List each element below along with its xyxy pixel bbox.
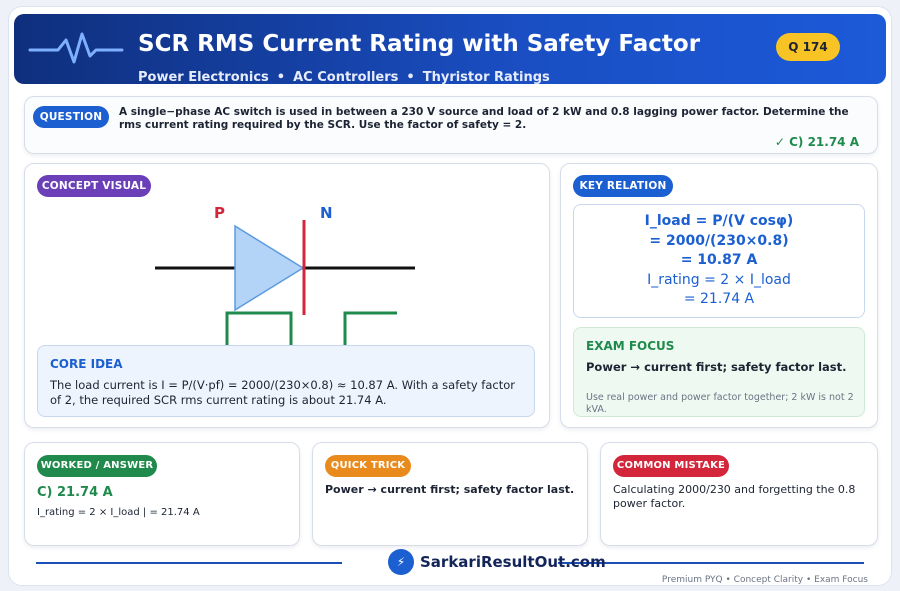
- breadcrumb-separator: •: [406, 70, 415, 85]
- breadcrumb-separator: •: [276, 70, 286, 85]
- lightning-icon: ⚡: [388, 549, 414, 575]
- quick-trick-text: Power → current first; safety factor las…: [325, 483, 575, 496]
- waveform-trace: [225, 311, 293, 348]
- common-mistake-badge: COMMON MISTAKE: [613, 455, 729, 477]
- quick-trick-card: QUICK TRICK Power → current first; safet…: [312, 442, 588, 546]
- key-relation-card: KEY RELATION I_load = P/(V cosφ) = 2000/…: [560, 163, 878, 428]
- core-idea-title: CORE IDEA: [50, 357, 123, 371]
- diode-triangle: [234, 224, 305, 312]
- question-label-badge: QUESTION: [33, 106, 109, 128]
- breadcrumb-item: Power Electronics: [138, 70, 269, 85]
- correct-answer: ✓ C) 21.74 A: [774, 135, 859, 149]
- formula-line: = 10.87 A: [680, 252, 758, 268]
- exam-focus-title: EXAM FOCUS: [586, 339, 675, 353]
- core-idea-panel: CORE IDEA The load current is I = P/(V·p…: [37, 345, 535, 417]
- waveform-trace: [343, 311, 397, 348]
- scr-diagram: P N: [155, 204, 415, 348]
- exam-focus-panel: EXAM FOCUS Power → current first; safety…: [573, 327, 865, 417]
- concept-visual-card: CONCEPT VISUAL P N CORE IDEA The load cu…: [24, 163, 550, 428]
- anode-label: P: [214, 204, 225, 222]
- formula-line: = 2000/(230×0.8): [649, 232, 789, 249]
- worked-answer-badge: WORKED / ANSWER: [37, 455, 157, 477]
- formula-line: I_rating = 2 × I_load: [647, 271, 791, 288]
- formula-box: I_load = P/(V cosφ) = 2000/(230×0.8) = 1…: [573, 204, 865, 318]
- cathode-label: N: [320, 204, 333, 222]
- core-idea-text: The load current is I = P/(V·pf) = 2000/…: [50, 378, 515, 407]
- key-relation-badge: KEY RELATION: [573, 175, 673, 197]
- footer-divider-left: [36, 562, 342, 564]
- question-card: QUESTION A single−phase AC switch is use…: [24, 96, 878, 154]
- exam-focus-main: Power → current first; safety factor las…: [586, 360, 847, 374]
- common-mistake-card: COMMON MISTAKE Calculating 2000/230 and …: [600, 442, 878, 546]
- common-mistake-text: Calculating 2000/230 and forgetting the …: [613, 483, 856, 510]
- question-text: A single−phase AC switch is used in betw…: [119, 106, 849, 131]
- quick-trick-badge: QUICK TRICK: [325, 455, 411, 477]
- footer-tagline: Premium PYQ • Concept Clarity • Exam Foc…: [661, 575, 868, 585]
- breadcrumb-item: Thyristor Ratings: [422, 70, 550, 85]
- breadcrumb-item: AC Controllers: [293, 70, 399, 85]
- worked-answer-card: WORKED / ANSWER C) 21.74 A I_rating = 2 …: [24, 442, 300, 546]
- formula-line: I_load = P/(V cosφ): [644, 213, 794, 229]
- formula-line: = 21.74 A: [683, 291, 755, 307]
- question-number-badge: Q 174: [776, 33, 840, 61]
- footer-brand-link[interactable]: SarkariResultOut.com: [420, 553, 606, 571]
- concept-visual-badge: CONCEPT VISUAL: [37, 175, 151, 197]
- page-title: SCR RMS Current Rating with Safety Facto…: [138, 31, 701, 57]
- worked-answer-value: C) 21.74 A: [37, 485, 113, 500]
- pulse-wave-icon: [28, 32, 124, 64]
- worked-answer-text: I_rating = 2 × I_load | = 21.74 A: [37, 507, 200, 518]
- exam-focus-note: Use real power and power factor together…: [586, 392, 854, 415]
- footer-divider-right: [558, 562, 864, 564]
- header-banner: SCR RMS Current Rating with Safety Facto…: [14, 14, 886, 86]
- breadcrumb: Power Electronics • AC Controllers • Thyrist…: [138, 70, 550, 86]
